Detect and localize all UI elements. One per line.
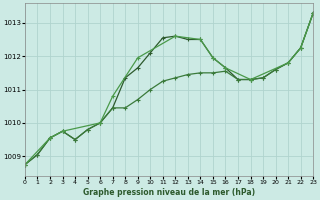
X-axis label: Graphe pression niveau de la mer (hPa): Graphe pression niveau de la mer (hPa) [83, 188, 255, 197]
